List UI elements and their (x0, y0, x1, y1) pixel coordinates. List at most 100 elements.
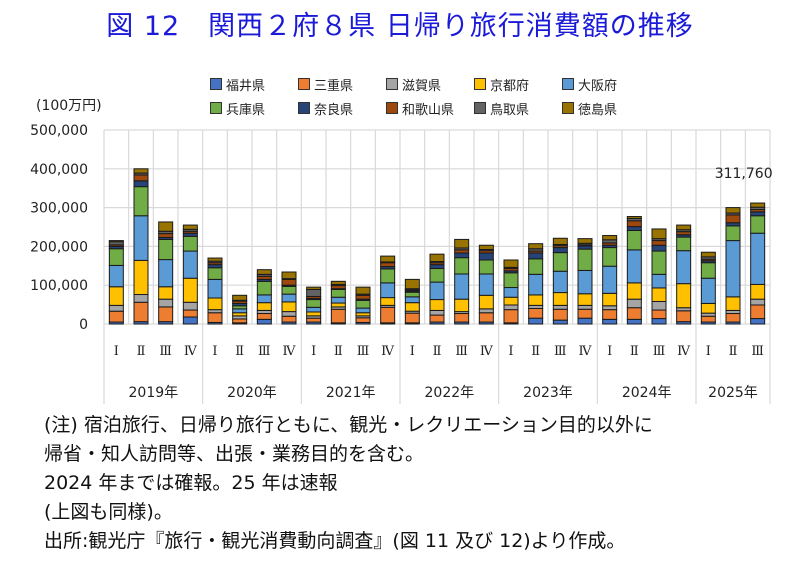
bar-segment (330, 280, 346, 285)
bar-stack (133, 168, 149, 325)
legend-swatch (386, 78, 398, 90)
quarter-label: Ⅲ (455, 344, 468, 359)
bar-segment (108, 304, 124, 312)
legend-item: 鳥取県 (474, 99, 562, 118)
note-line: 出所:観光庁『旅行・観光消費動向調査』(図 11 及び 12)より作成。 (44, 530, 626, 552)
bar-segment (676, 283, 692, 309)
bar-segment (626, 282, 642, 300)
bar-segment (404, 278, 420, 290)
bar-segment (478, 252, 494, 261)
bar-segment (503, 296, 519, 306)
bar-stack (256, 269, 272, 325)
bar-segment (454, 252, 470, 259)
bar-segment (577, 308, 593, 319)
bar-segment (626, 216, 642, 219)
legend-label: 福井県 (226, 78, 266, 94)
bar-segment (750, 202, 766, 208)
bar-segment (676, 250, 692, 285)
note-line: (注) 宿泊旅行、日帰り旅行ともに、観光・レクリエーション目的以外に (44, 414, 653, 436)
bar-segment (700, 302, 716, 314)
legend-swatch (298, 102, 310, 114)
bar-segment (454, 298, 470, 313)
bar-segment (528, 258, 544, 275)
bar-segment (651, 250, 667, 275)
bar-segment (330, 302, 346, 308)
bar-segment (256, 313, 272, 320)
bar-segment (602, 292, 618, 307)
legend-swatch (386, 102, 398, 114)
bar-segment (256, 302, 272, 311)
bar-segment (133, 180, 149, 188)
bar-segment (108, 248, 124, 266)
bar-segment (306, 311, 322, 317)
y-tick-labels: 0 100,000 200,000 300,000 400,000 500,000 (30, 123, 88, 333)
notes: (注) 宿泊旅行、日帰り旅行ともに、観光・レクリエーション目的以外に 帰省・知人… (44, 411, 794, 556)
bar-segment (552, 319, 568, 325)
bar-segment (577, 304, 593, 310)
bar-segment (256, 269, 272, 275)
bar-segment (528, 252, 544, 260)
quarter-label: Ⅱ (531, 344, 540, 359)
bar-segment (602, 309, 618, 320)
quarter-label: Ⅲ (653, 344, 666, 359)
bar-segment (133, 301, 149, 323)
legend-label: 大阪府 (578, 78, 618, 94)
bar-segment (478, 308, 494, 314)
quarter-label: Ⅳ (184, 344, 198, 359)
bar-segment (750, 211, 766, 217)
bar-stack (182, 224, 198, 325)
bar-segment (651, 300, 667, 311)
bar-segment (281, 271, 297, 280)
bar-stack (380, 255, 396, 325)
bar-segment (158, 286, 174, 300)
bar-segment (552, 252, 568, 272)
bar-segment (158, 259, 174, 288)
bar-segment (133, 186, 149, 217)
bar-segment (429, 314, 445, 323)
bar-segment (355, 317, 371, 323)
bar-segment (503, 272, 519, 289)
legend-item: 福井県 (210, 75, 298, 94)
bar-stack (700, 251, 716, 325)
note-line: (上図も同様)。 (44, 501, 173, 523)
y-tick-label: 300,000 (30, 201, 88, 217)
bar-segment (256, 318, 272, 325)
quarter-label: Ⅳ (579, 344, 593, 359)
bar-segment (626, 249, 642, 284)
bar-segment (158, 233, 174, 238)
bar-segment (207, 312, 223, 323)
bar-segment (651, 287, 667, 302)
bar-segment (454, 313, 470, 323)
bar-segment (602, 247, 618, 267)
bar-segment (676, 224, 692, 231)
quarter-label: Ⅱ (433, 344, 442, 359)
bar-segment (651, 244, 667, 252)
bar-stack (232, 294, 248, 325)
bar-segment (158, 306, 174, 323)
bar-segment (503, 304, 519, 311)
bar-segment (626, 220, 642, 228)
bar-segment (355, 294, 371, 300)
y-tick-label: 0 (79, 317, 88, 333)
stacked-bar-chart: (100万円) 0 100,000 200,000 300,000 400,000 500… (30, 98, 773, 404)
bar-segment (429, 299, 445, 311)
bar-stack (355, 286, 371, 325)
bar-segment (182, 316, 198, 325)
bar-segment (454, 273, 470, 300)
bar-segment (281, 285, 297, 295)
bar-segment (750, 283, 766, 300)
bar-segment (133, 259, 149, 296)
legend-row-2: 兵庫県 奈良県 和歌山県 鳥取県 徳島県 (210, 96, 650, 120)
bar-segment (429, 281, 445, 301)
bar-stack (478, 244, 494, 325)
legend-label: 滋賀県 (402, 78, 442, 94)
annotation-label: 311,760 (715, 166, 773, 182)
quarter-label: Ⅱ (630, 344, 639, 359)
bar-segment (355, 307, 371, 314)
legend-item: 和歌山県 (386, 99, 474, 118)
bar-segment (380, 282, 396, 299)
quarter-label: Ⅱ (334, 344, 343, 359)
quarter-label: Ⅳ (283, 344, 297, 359)
legend-swatch (562, 102, 574, 114)
